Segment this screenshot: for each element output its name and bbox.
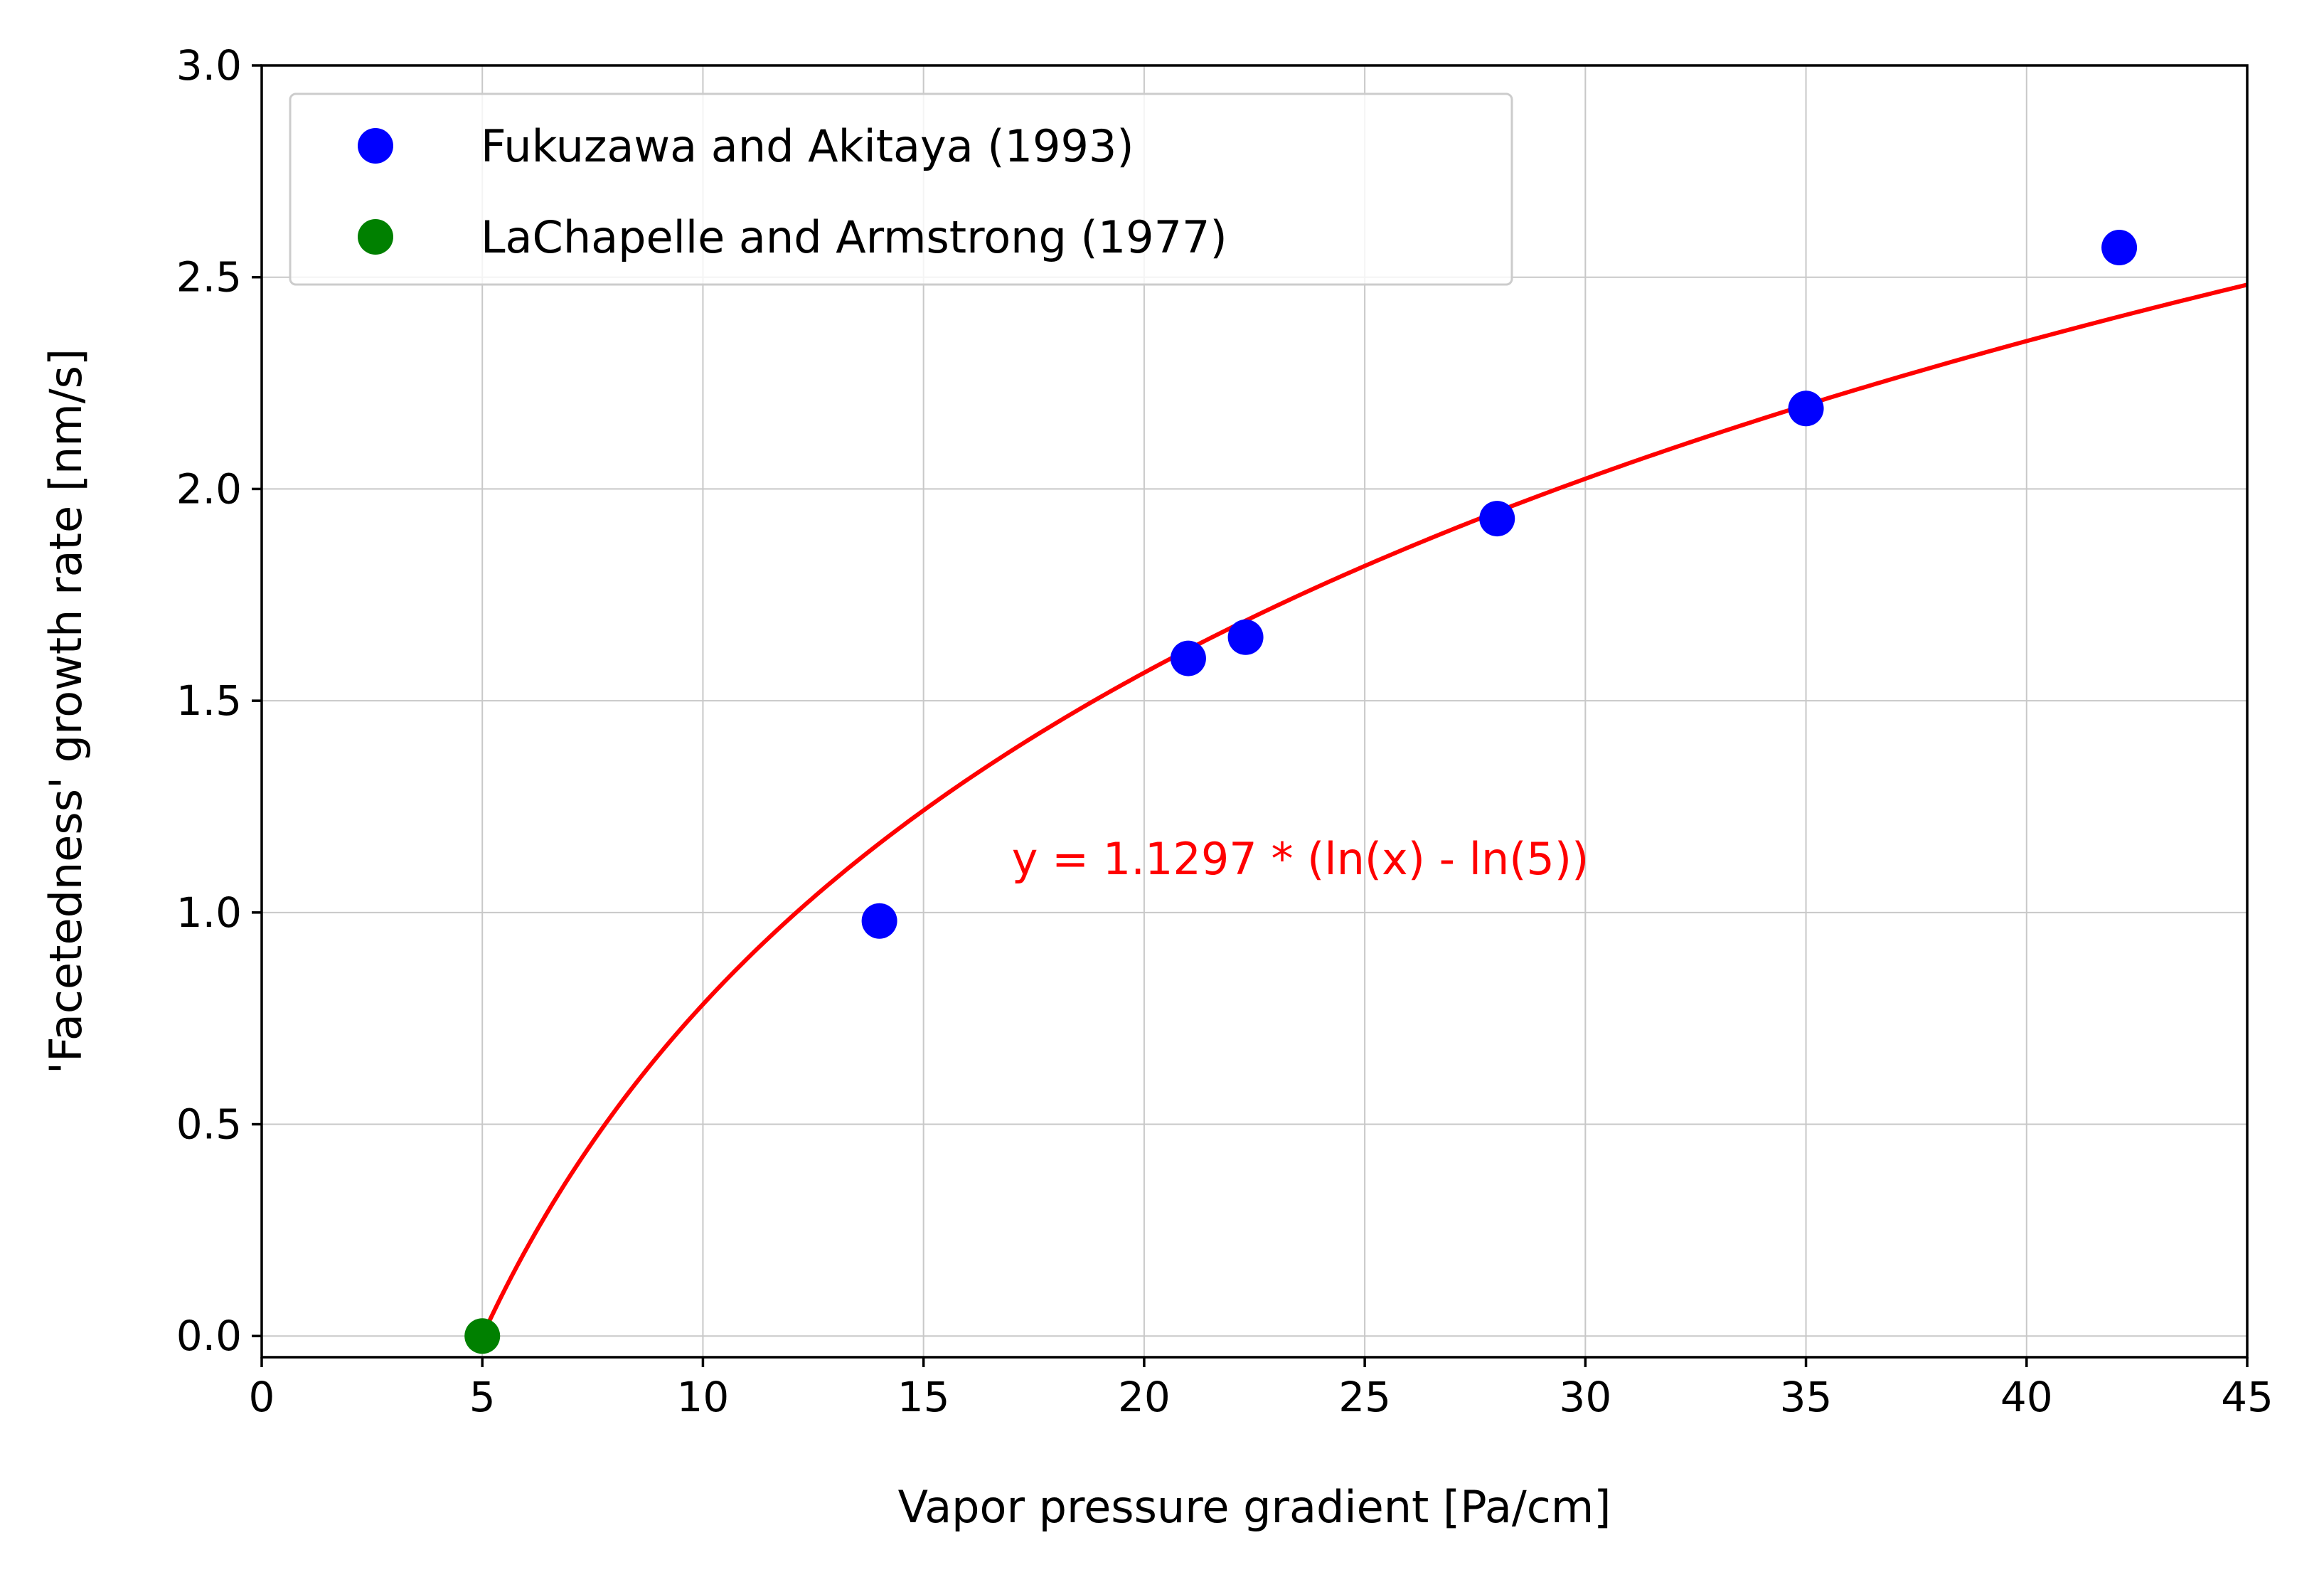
data-point-fukuzawa (2101, 230, 2138, 266)
x-axis-title: Vapor pressure gradient [Pa/cm] (898, 1481, 1611, 1533)
x-tick-label: 45 (2221, 1373, 2274, 1421)
y-tick-label: 1.5 (176, 676, 242, 725)
axis-ticks: 0 5 10 15 20 25 30 35 40 45 0.0 0.5 1.0 1.5 2.0 2.5 3.0 (176, 41, 2274, 1421)
y-tick-label: 0.0 (176, 1312, 242, 1360)
x-tick-label: 20 (1118, 1373, 1171, 1421)
y-tick-label: 2.0 (176, 464, 242, 513)
y-tick-label: 3.0 (176, 41, 242, 90)
data-point-fukuzawa (861, 903, 897, 939)
data-point-lachapelle (464, 1318, 501, 1354)
x-tick-label: 5 (469, 1373, 496, 1421)
legend-box (289, 92, 1513, 286)
y-tick-label: 2.5 (176, 253, 242, 302)
x-tick-label: 25 (1338, 1373, 1391, 1421)
x-tick-label: 30 (1559, 1373, 1611, 1421)
data-point-fukuzawa (1788, 391, 1824, 427)
x-tick-label: 35 (1780, 1373, 1833, 1421)
data-point-fukuzawa (1170, 640, 1206, 676)
data-point-fukuzawa (1479, 501, 1515, 537)
fit-equation-annotation: y = 1.1297 * (ln(x) - ln(5)) (1012, 833, 1589, 885)
plot-frame (260, 64, 2249, 1359)
legend-label-fukuzawa: Fukuzawa and Akitaya (1993) (481, 120, 1134, 172)
x-tick-label: 0 (249, 1373, 275, 1421)
fit-layer (480, 282, 2248, 1337)
y-axis-title: 'Facetedness' growth rate [nm/s] (40, 349, 92, 1074)
legend-label-lachapelle: LaChapelle and Armstrong (1977) (481, 211, 1227, 263)
y-tick-label: 0.5 (176, 1100, 242, 1149)
data-point-fukuzawa (1227, 619, 1264, 655)
legend-marker-fukuzawa (358, 128, 393, 164)
legend: Fukuzawa and Akitaya (1993) LaChapelle a… (289, 92, 1513, 286)
x-tick-label: 15 (897, 1373, 950, 1421)
y-tick-label: 1.0 (176, 888, 242, 937)
legend-marker-lachapelle (358, 219, 393, 255)
x-tick-label: 40 (2000, 1373, 2053, 1421)
x-tick-label: 10 (677, 1373, 730, 1421)
data-points (464, 230, 2138, 1354)
fit-curve (480, 282, 2248, 1337)
